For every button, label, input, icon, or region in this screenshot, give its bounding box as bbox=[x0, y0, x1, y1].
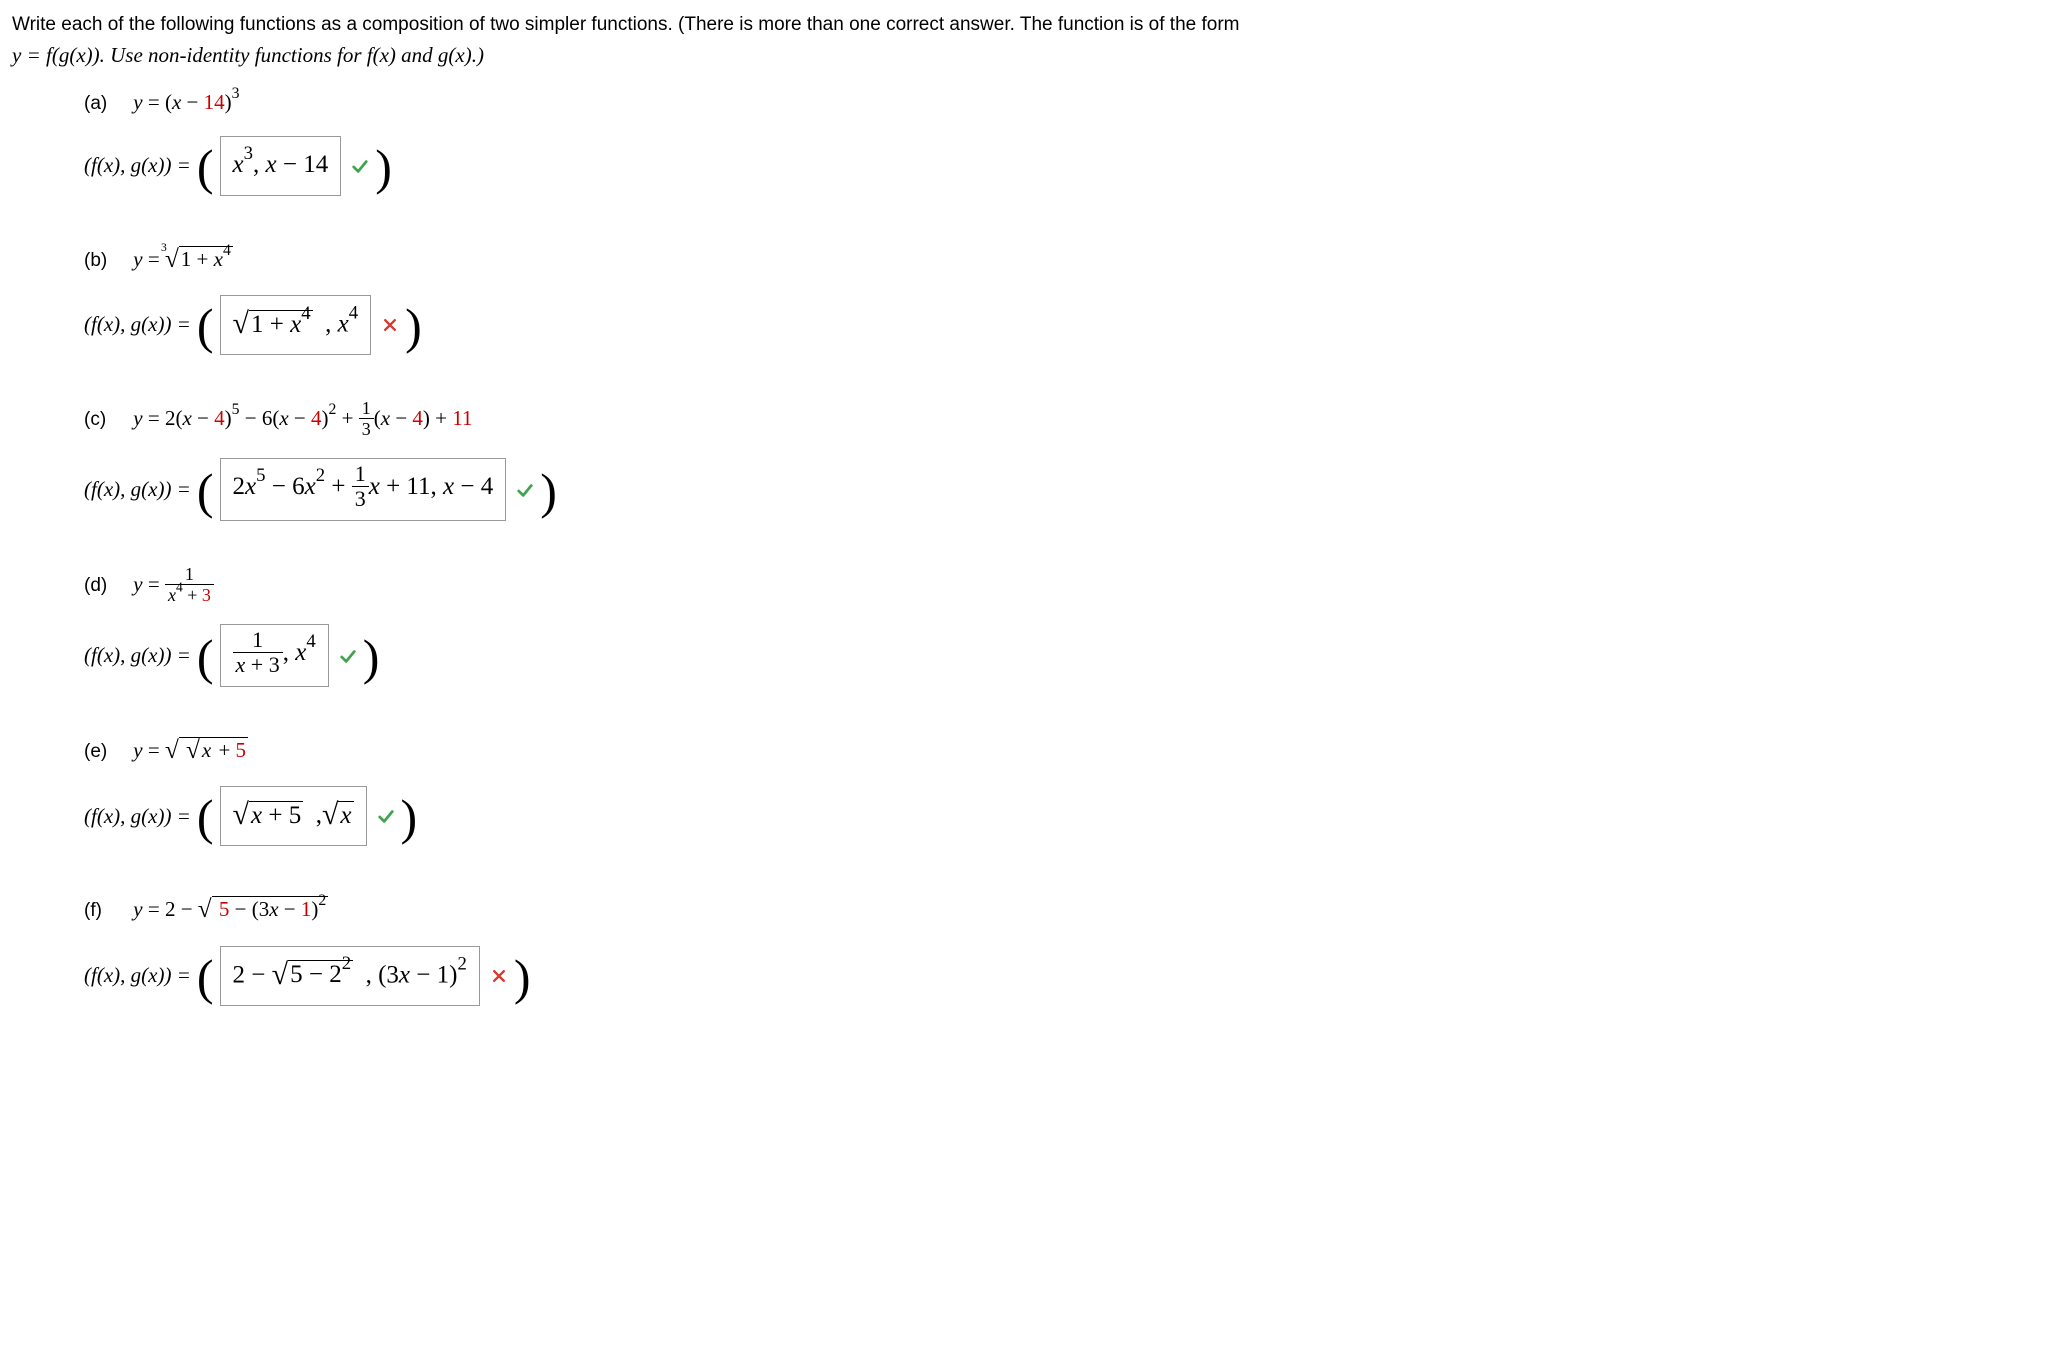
paren-close: ) bbox=[401, 802, 418, 832]
answer-input-box[interactable]: x3, x − 14 bbox=[220, 136, 342, 196]
answer-input-box[interactable]: √1 + x4 , x4 bbox=[220, 295, 372, 355]
instr-fx: f(x) bbox=[367, 43, 396, 67]
check-icon bbox=[516, 481, 534, 499]
instr-prefix: y = f(g(x)). Use non-identity functions … bbox=[12, 43, 367, 67]
paren-close: ) bbox=[363, 642, 380, 672]
paren-open: ( bbox=[197, 476, 214, 506]
const-a: 14 bbox=[204, 90, 225, 114]
answer-prefix: (f(x), g(x)) = bbox=[84, 961, 191, 990]
instructions-line-1: Write each of the following functions as… bbox=[12, 12, 2034, 39]
problem-label: (b) bbox=[84, 248, 128, 275]
problem-c: (c) y = 2(x − 4)5 − 6(x − 4)2 + 13(x − 4… bbox=[84, 401, 2034, 521]
problem-e-statement: (e) y = √ √x + 5 bbox=[84, 733, 2034, 768]
problem-d-statement: (d) y = 1x4 + 3 bbox=[84, 567, 2034, 606]
answer-input-box[interactable]: 2 − √5 − 22 , (3x − 1)2 bbox=[220, 946, 480, 1006]
instr-suffix: .) bbox=[472, 43, 484, 67]
problem-a-statement: (a) y = (x − 14)3 bbox=[84, 88, 2034, 118]
problem-a: (a) y = (x − 14)3 (f(x), g(x)) = ( x3, x… bbox=[84, 88, 2034, 196]
const-d: 3 bbox=[202, 585, 211, 605]
paren-close: ) bbox=[405, 311, 422, 341]
problem-label: (f) bbox=[84, 898, 128, 925]
const-c: 4 bbox=[311, 406, 322, 430]
problem-b-answer-row: (f(x), g(x)) = ( √1 + x4 , x4 ) bbox=[84, 295, 2034, 355]
problem-e-answer-row: (f(x), g(x)) = ( √x + 5 ,√x ) bbox=[84, 786, 2034, 846]
check-icon bbox=[351, 157, 369, 175]
check-icon bbox=[339, 647, 357, 665]
problem-c-statement: (c) y = 2(x − 4)5 − 6(x − 4)2 + 13(x − 4… bbox=[84, 401, 2034, 440]
problem-label: (c) bbox=[84, 407, 128, 434]
paren-close: ) bbox=[514, 962, 531, 992]
problem-label: (d) bbox=[84, 573, 128, 600]
instr-and: and bbox=[396, 43, 438, 67]
check-icon bbox=[377, 807, 395, 825]
answer-prefix: (f(x), g(x)) = bbox=[84, 475, 191, 504]
instructions-line-2: y = f(g(x)). Use non-identity functions … bbox=[12, 41, 2034, 71]
problem-e: (e) y = √ √x + 5 (f(x), g(x)) = ( √x + 5… bbox=[84, 733, 2034, 846]
problem-d-answer-row: (f(x), g(x)) = ( 1x + 3, x4 ) bbox=[84, 624, 2034, 687]
const-c: 4 bbox=[214, 406, 225, 430]
answer-prefix: (f(x), g(x)) = bbox=[84, 641, 191, 670]
const-f2: 1 bbox=[301, 897, 312, 921]
problem-c-answer-row: (f(x), g(x)) = ( 2x5 − 6x2 + 13x + 11, x… bbox=[84, 458, 2034, 521]
paren-open: ( bbox=[197, 152, 214, 182]
problem-label: (a) bbox=[84, 91, 128, 118]
cross-icon bbox=[490, 967, 508, 985]
answer-input-box[interactable]: 2x5 − 6x2 + 13x + 11, x − 4 bbox=[220, 458, 507, 521]
instructions: Write each of the following functions as… bbox=[12, 12, 2034, 70]
answer-prefix: (f(x), g(x)) = bbox=[84, 802, 191, 831]
const-c: 4 bbox=[412, 406, 423, 430]
answer-prefix: (f(x), g(x)) = bbox=[84, 310, 191, 339]
paren-open: ( bbox=[197, 311, 214, 341]
paren-close: ) bbox=[540, 476, 557, 506]
paren-open: ( bbox=[197, 642, 214, 672]
problem-a-answer-row: (f(x), g(x)) = ( x3, x − 14 ) bbox=[84, 136, 2034, 196]
problem-b: (b) y = 3√1 + x4 (f(x), g(x)) = ( √1 + x… bbox=[84, 242, 2034, 355]
problem-f-answer-row: (f(x), g(x)) = ( 2 − √5 − 22 , (3x − 1)2… bbox=[84, 946, 2034, 1006]
problems-list: (a) y = (x − 14)3 (f(x), g(x)) = ( x3, x… bbox=[12, 88, 2034, 1005]
instr-gx: g(x) bbox=[438, 43, 472, 67]
paren-close: ) bbox=[375, 152, 392, 182]
paren-open: ( bbox=[197, 802, 214, 832]
problem-label: (e) bbox=[84, 739, 128, 766]
const-c2: 11 bbox=[452, 406, 472, 430]
answer-prefix: (f(x), g(x)) = bbox=[84, 151, 191, 180]
answer-input-box[interactable]: 1x + 3, x4 bbox=[220, 624, 329, 687]
problem-d: (d) y = 1x4 + 3 (f(x), g(x)) = ( 1x + 3,… bbox=[84, 567, 2034, 687]
problem-f-statement: (f) y = 2 − √ 5 − (3x − 1)2 bbox=[84, 892, 2034, 927]
answer-input-box[interactable]: √x + 5 ,√x bbox=[220, 786, 367, 846]
paren-open: ( bbox=[197, 962, 214, 992]
problem-b-statement: (b) y = 3√1 + x4 bbox=[84, 242, 2034, 277]
const-f1: 5 bbox=[219, 897, 230, 921]
cross-icon bbox=[381, 316, 399, 334]
const-e: 5 bbox=[236, 738, 247, 762]
problem-f: (f) y = 2 − √ 5 − (3x − 1)2 (f(x), g(x))… bbox=[84, 892, 2034, 1005]
